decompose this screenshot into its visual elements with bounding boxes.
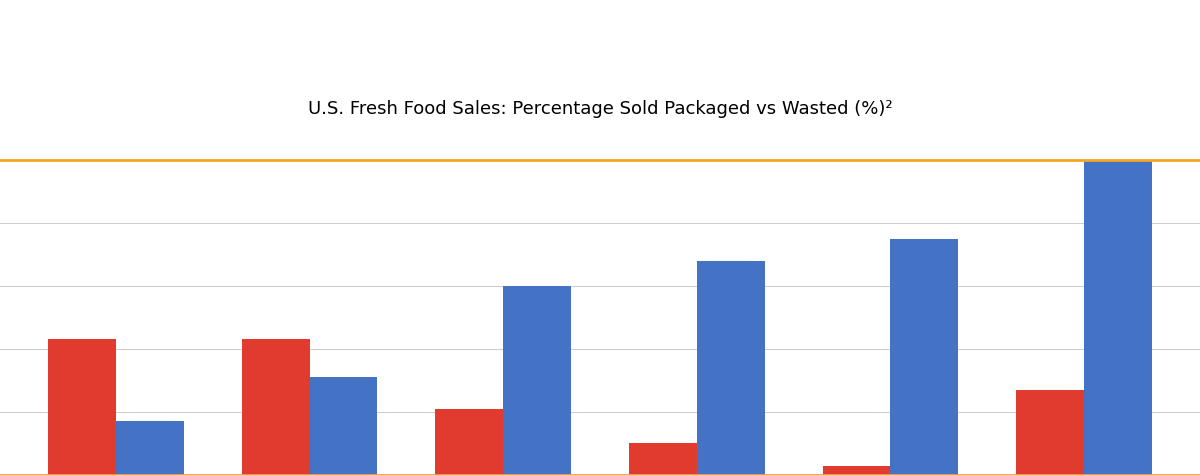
Bar — [822, 466, 890, 475]
Bar — [116, 421, 184, 475]
Bar — [629, 444, 697, 475]
Title: U.S. Fresh Food Sales: Percentage Sold Packaged vs Wasted (%)²: U.S. Fresh Food Sales: Percentage Sold P… — [307, 100, 893, 118]
Bar — [436, 409, 503, 475]
Bar — [242, 340, 310, 475]
Bar — [1084, 160, 1152, 475]
Bar — [310, 377, 378, 475]
Bar — [697, 261, 764, 475]
Bar — [890, 238, 958, 475]
Bar — [1016, 390, 1084, 475]
Bar — [48, 340, 116, 475]
Text: THE STRONG CORRELATION BETWEEN FOOD PACKAGING: THE STRONG CORRELATION BETWEEN FOOD PACK… — [118, 30, 1082, 59]
Text: AND WASTE IS BACKED BY RESEARCH.: AND WASTE IS BACKED BY RESEARCH. — [271, 86, 929, 114]
Bar — [503, 286, 571, 475]
